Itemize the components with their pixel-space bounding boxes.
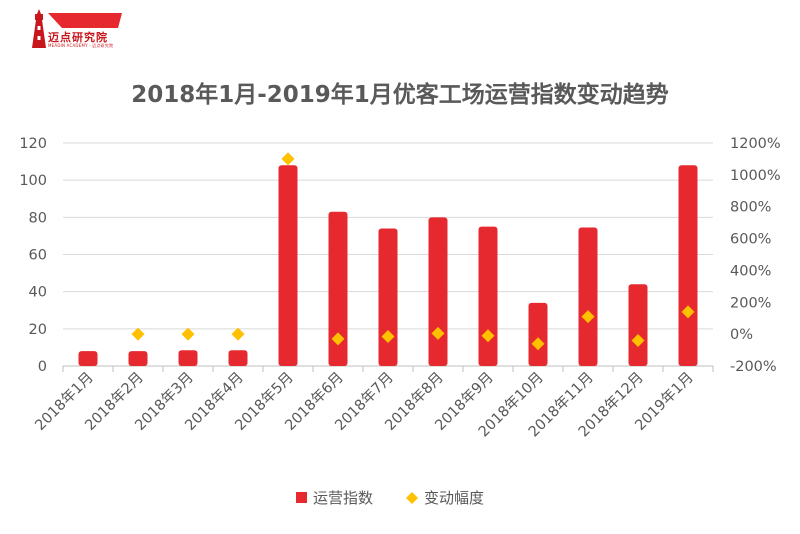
brand-name: 迈点研究院	[48, 31, 108, 44]
bar	[628, 284, 648, 366]
right-axis-tick-label: 0%	[730, 327, 753, 343]
brand-logo	[22, 8, 132, 52]
left-axis-tick-label: 0	[38, 359, 47, 375]
bar	[478, 226, 498, 366]
bar	[528, 302, 548, 366]
legend-swatch-scatter	[406, 492, 418, 504]
scatter-point	[131, 327, 145, 341]
right-axis-tick-label: 1200%	[730, 136, 781, 152]
scatter-point	[331, 332, 345, 346]
bar	[328, 211, 348, 366]
left-axis-tick-label: 60	[29, 248, 47, 264]
scatter-point	[431, 326, 445, 340]
right-axis-tick-label: 400%	[730, 263, 771, 279]
scatter-point	[481, 329, 495, 343]
left-axis-tick-label: 100	[19, 173, 47, 189]
scatter-point	[181, 327, 195, 341]
bar	[578, 227, 598, 366]
scatter-point	[381, 330, 395, 344]
right-axis-tick-label: 800%	[730, 200, 771, 216]
right-axis-tick-label: 1000%	[730, 168, 781, 184]
scatter-point	[231, 327, 245, 341]
legend-label-bar: 运营指数	[313, 489, 373, 507]
brand-tagline: MEADIN ACADEMY · 迈点研究院	[48, 43, 114, 48]
scatter-point	[681, 305, 695, 319]
bar	[228, 350, 248, 366]
chart-title: 2018年1月-2019年1月优客工场运营指数变动趋势	[131, 82, 669, 108]
scatter-point	[531, 337, 545, 351]
bar	[678, 165, 698, 366]
bar	[128, 351, 148, 366]
bar	[428, 217, 448, 366]
bar	[278, 165, 298, 366]
right-axis-tick-label: 200%	[730, 295, 771, 311]
bar	[178, 350, 198, 366]
left-axis-tick-label: 80	[29, 210, 47, 226]
scatter-point	[581, 310, 595, 324]
right-axis-tick-label: -200%	[730, 359, 777, 375]
scatter-point	[631, 334, 645, 348]
legend-swatch-bar	[296, 492, 307, 503]
bar	[378, 228, 398, 366]
right-axis-tick-label: 600%	[730, 232, 771, 248]
left-axis-tick-label: 20	[29, 322, 47, 338]
left-axis-tick-label: 40	[29, 285, 47, 301]
legend-label-scatter: 变动幅度	[424, 489, 484, 507]
scatter-point	[281, 152, 295, 166]
bar	[78, 351, 98, 366]
lighthouse-icon	[32, 9, 122, 48]
left-axis-tick-label: 120	[19, 136, 47, 152]
